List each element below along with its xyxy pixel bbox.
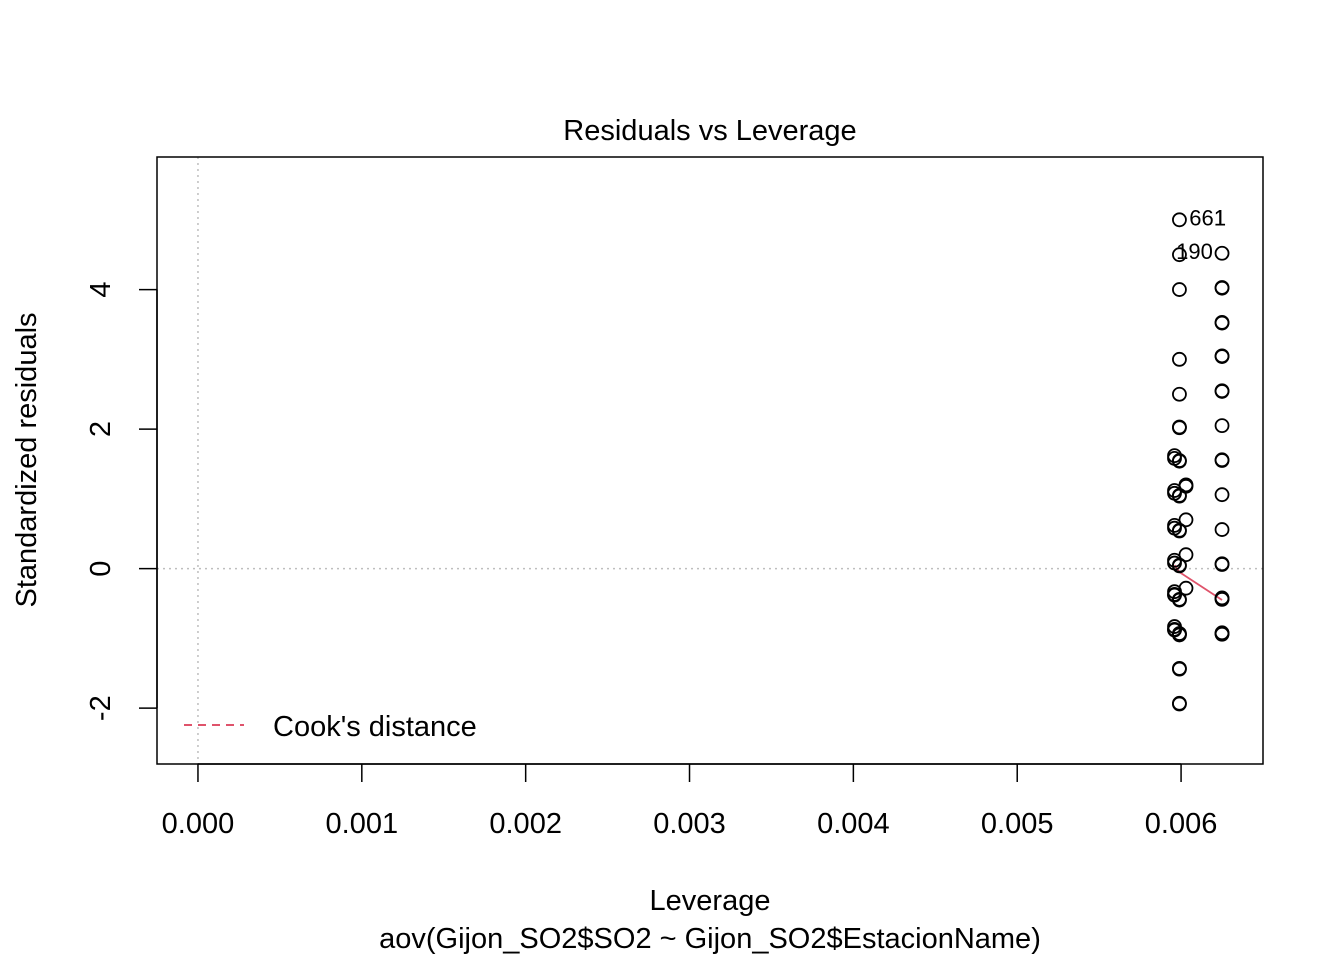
- y-tick-label: 2: [85, 421, 117, 437]
- y-tick-label: 4: [85, 281, 117, 297]
- data-point: [1172, 212, 1187, 228]
- y-tick-label: -2: [85, 695, 117, 721]
- data-point: [1167, 622, 1182, 638]
- data-point: [1172, 247, 1187, 263]
- data-point: [1167, 555, 1182, 571]
- x-axis-label: Leverage: [650, 885, 771, 917]
- data-point: [1214, 591, 1230, 607]
- y-tick-label: 0: [85, 561, 117, 577]
- data-point: [1214, 383, 1230, 399]
- x-tick-label: 0.000: [162, 808, 235, 840]
- x-tick-label: 0.005: [981, 808, 1054, 840]
- chart-subtitle: aov(Gijon_SO2$SO2 ~ Gijon_SO2$EstacionNa…: [379, 923, 1041, 955]
- data-point: [1214, 626, 1230, 642]
- data-point: [1178, 547, 1194, 563]
- data-point: [1172, 386, 1187, 402]
- data-point: [1214, 522, 1230, 537]
- data-point: [1172, 351, 1187, 367]
- x-tick-label: 0.004: [817, 808, 890, 840]
- point-label: 190: [1176, 239, 1213, 264]
- x-tick-label: 0.001: [326, 808, 399, 840]
- data-point: [1214, 418, 1230, 434]
- y-axis-label: Standardized residuals: [11, 312, 43, 607]
- x-tick-label: 0.003: [653, 808, 726, 840]
- point-label: 1: [1214, 205, 1226, 230]
- point-label: 661: [1189, 205, 1226, 230]
- data-point: [1167, 451, 1182, 466]
- data-point: [1172, 591, 1187, 607]
- y-axis: -2 0 2 4: [85, 281, 158, 721]
- data-points: [1167, 212, 1230, 712]
- legend-label-cooks-distance: Cook's distance: [273, 711, 477, 743]
- data-point: [1178, 512, 1194, 528]
- x-tick-label: 0.006: [1145, 808, 1218, 840]
- data-point: [1214, 348, 1230, 364]
- reference-lines: [157, 157, 1263, 764]
- data-point: [1214, 245, 1230, 261]
- data-point: [1172, 420, 1187, 436]
- x-tick-label: 0.002: [489, 808, 562, 840]
- data-point: [1214, 315, 1230, 331]
- data-point: [1172, 282, 1187, 297]
- data-point: [1214, 280, 1230, 296]
- legend: Cook's distance: [184, 711, 477, 743]
- x-axis: 0.000 0.001 0.002 0.003 0.004 0.005 0.006: [162, 763, 1218, 840]
- data-point: [1214, 487, 1230, 503]
- chart-title: Residuals vs Leverage: [563, 115, 856, 147]
- data-point: [1167, 587, 1182, 603]
- data-point: [1214, 452, 1230, 468]
- data-point: [1172, 696, 1187, 712]
- data-point: [1214, 557, 1230, 572]
- data-point: [1172, 661, 1187, 677]
- data-point: [1178, 580, 1194, 596]
- data-point: [1178, 477, 1194, 493]
- plot-frame: [156, 156, 1264, 765]
- data-point: [1167, 520, 1182, 536]
- data-point: [1167, 485, 1182, 501]
